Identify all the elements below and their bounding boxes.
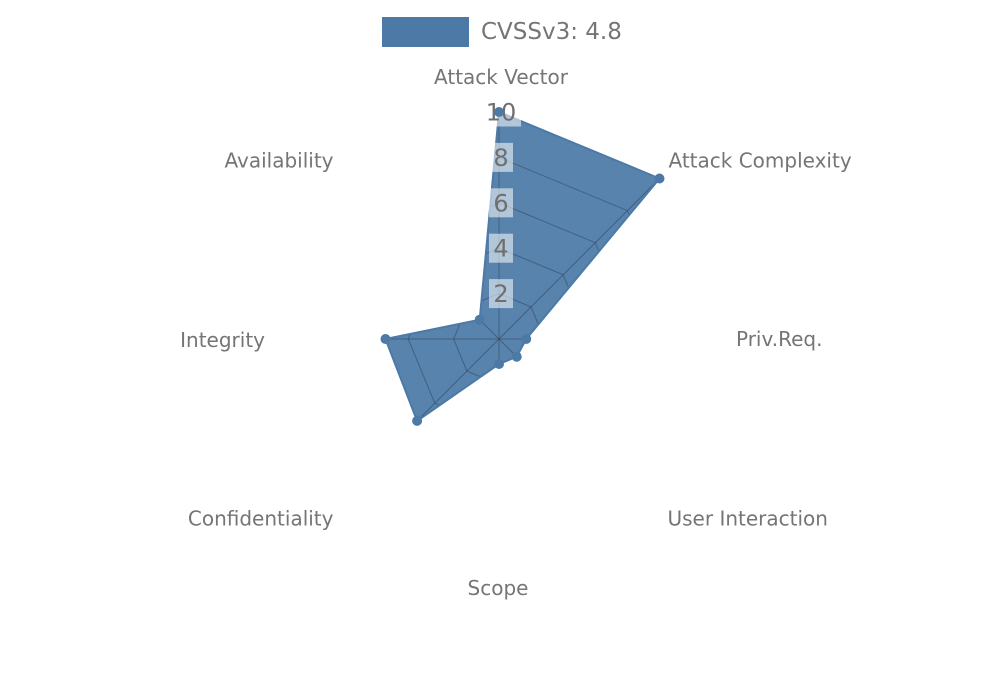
- axis-label-user-interaction: User Interaction: [668, 507, 828, 531]
- axis-label-priv-req: Priv.Req.: [736, 327, 822, 351]
- grid-spoke-attack-complexity: [498, 178, 660, 340]
- legend-swatch[interactable]: [382, 17, 469, 47]
- axis-label-scope: Scope: [468, 576, 529, 600]
- vertex-dot-attack-vector: [494, 107, 504, 117]
- data-polygon-fill: [385, 112, 660, 421]
- grid-spoke-availability: [385, 178, 500, 340]
- radial-ticks: 246810: [481, 97, 521, 309]
- legend-label[interactable]: CVSSv3: 4.8: [481, 19, 622, 45]
- vertex-dot-user-interaction: [511, 351, 522, 362]
- vertex-dot-integrity: [380, 334, 391, 344]
- tick-bg-6: [489, 188, 513, 218]
- tick-bg-8: [489, 142, 513, 172]
- axis-label-attack-complexity: Attack Complexity: [669, 149, 852, 173]
- axis-label-attack-vector: Attack Vector: [434, 65, 569, 89]
- tick-label-8: 8: [493, 144, 508, 172]
- vertex-dot-confidentiality: [412, 415, 423, 426]
- axis-label-availability: Availability: [224, 149, 333, 173]
- grid-spoke-user-interaction: [498, 338, 660, 421]
- axis-label-confidentiality: Confidentiality: [188, 507, 334, 531]
- tick-label-4: 4: [493, 235, 508, 263]
- vertex-dot-priv-req: [521, 334, 532, 344]
- tick-bg-2: [489, 279, 513, 309]
- tick-label-2: 2: [493, 280, 508, 308]
- tick-bg-4: [489, 233, 513, 263]
- tick-label-6: 6: [493, 189, 508, 217]
- axis-label-integrity: Integrity: [180, 328, 265, 352]
- vertex-dot-attack-complexity: [654, 173, 665, 184]
- legend[interactable]: CVSSv3: 4.8: [382, 17, 622, 47]
- vertex-dot-scope: [494, 359, 504, 369]
- vertex-dot-availability: [474, 314, 485, 325]
